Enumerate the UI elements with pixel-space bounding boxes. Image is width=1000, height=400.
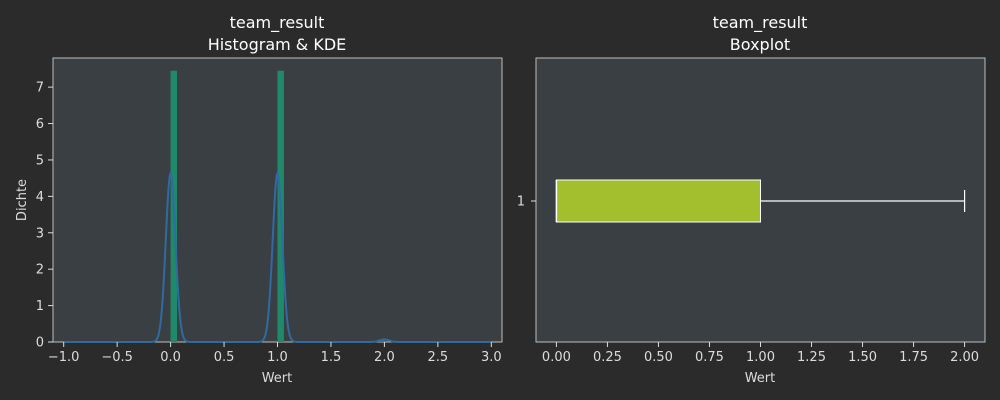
- histogram-y-ticks: 0 1 2 3 4 5 6 7: [36, 81, 53, 351]
- histogram-x-tick-label: 2.0: [374, 350, 395, 365]
- histogram-x-tick-label: −1.0: [48, 350, 80, 365]
- histogram-y-tick-label: 0: [36, 336, 44, 351]
- boxplot-x-tick-label: 1.50: [848, 350, 877, 365]
- histogram-y-tick-label: 2: [36, 263, 44, 278]
- boxplot-y-ticks: 1: [517, 195, 536, 210]
- kde-curve: [63, 170, 492, 343]
- boxplot-x-tick-label: 0.75: [695, 350, 724, 365]
- histogram-title: team_result: [230, 13, 325, 33]
- histogram-panel: team_result Histogram & KDE −1.0 −0.5 0.0 0…: [15, 13, 503, 386]
- histogram-x-tick-label: 0.5: [214, 350, 235, 365]
- boxplot-x-tick-label: 0.25: [593, 350, 622, 365]
- histogram-x-axis-label: Wert: [262, 371, 293, 386]
- histogram-x-tick-label: 2.5: [428, 350, 449, 365]
- boxplot-x-axis-label: Wert: [745, 371, 776, 386]
- histogram-x-ticks: −1.0 −0.5 0.0 0.5 1.0 1.5 2.0 2.5 3.0: [48, 342, 502, 365]
- histogram-x-tick-label: 1.5: [321, 350, 342, 365]
- histogram-y-tick-label: 7: [36, 81, 44, 96]
- boxplot-x-tick-label: 1.75: [899, 350, 928, 365]
- boxplot-x-tick-label: 1.25: [797, 350, 826, 365]
- histogram-subtitle: Histogram & KDE: [208, 35, 347, 54]
- boxplot-panel: team_result Boxplot 0.00 0.25 0.50 0.75 1.00…: [517, 13, 986, 386]
- boxplot-x-tick-label: 0.50: [644, 350, 673, 365]
- boxplot-subtitle: Boxplot: [730, 35, 790, 54]
- boxplot-title: team_result: [713, 13, 808, 33]
- histogram-y-tick-label: 4: [36, 190, 44, 205]
- histogram-y-tick-label: 3: [36, 226, 44, 241]
- histogram-x-tick-label: 0.0: [160, 350, 181, 365]
- histogram-y-tick-label: 6: [36, 117, 44, 132]
- boxplot-x-tick-label: 1.00: [746, 350, 775, 365]
- histogram-y-axis-label: Dichte: [15, 179, 30, 221]
- histogram-x-tick-label: 3.0: [481, 350, 502, 365]
- boxplot-x-tick-label: 2.00: [950, 350, 979, 365]
- boxplot-box: [555, 179, 762, 223]
- boxplot-x-ticks: 0.00 0.25 0.50 0.75 1.00 1.25 1.50 1.75 2.00: [542, 342, 979, 365]
- histogram-x-tick-label: −0.5: [101, 350, 133, 365]
- histogram-y-tick-label: 1: [36, 299, 44, 314]
- boxplot-y-tick-label: 1: [517, 195, 525, 210]
- boxplot-x-tick-label: 0.00: [542, 350, 571, 365]
- histogram-y-tick-label: 5: [36, 153, 44, 168]
- histogram-x-tick-label: 1.0: [267, 350, 288, 365]
- boxplot-marks: [555, 179, 966, 223]
